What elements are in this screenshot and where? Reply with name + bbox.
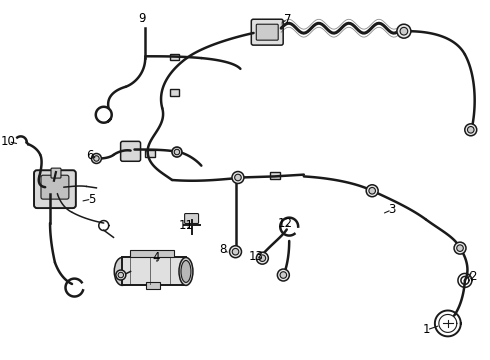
Circle shape [366,185,378,197]
FancyBboxPatch shape [251,19,283,45]
Circle shape [400,27,408,35]
Circle shape [467,126,474,133]
Circle shape [465,124,477,136]
Circle shape [229,246,242,258]
Bar [170,89,179,96]
Circle shape [118,272,123,278]
Bar [270,172,279,179]
Circle shape [256,252,269,264]
Text: 7: 7 [284,13,292,26]
FancyBboxPatch shape [34,170,76,208]
Text: 1: 1 [423,323,431,336]
Circle shape [457,245,464,251]
Ellipse shape [181,261,191,282]
Circle shape [116,270,126,280]
Text: 13: 13 [248,249,264,262]
Circle shape [92,153,101,163]
FancyBboxPatch shape [51,168,61,178]
Bar [146,282,160,289]
Text: 8: 8 [220,243,227,256]
Text: 3: 3 [388,203,395,216]
Ellipse shape [179,257,193,285]
Circle shape [232,171,244,184]
Circle shape [397,24,411,38]
Bar [130,249,174,257]
Circle shape [174,149,180,155]
Text: 4: 4 [153,251,160,264]
Circle shape [454,242,466,254]
Text: 12: 12 [278,216,293,230]
Text: 2: 2 [469,270,476,283]
Circle shape [232,248,239,255]
Circle shape [172,147,182,157]
Circle shape [235,174,241,181]
FancyBboxPatch shape [121,141,141,161]
Circle shape [259,255,266,261]
Bar [122,257,186,285]
Ellipse shape [114,257,130,285]
Circle shape [94,156,99,161]
FancyBboxPatch shape [41,175,69,199]
FancyBboxPatch shape [185,213,198,224]
Bar [170,54,179,60]
Text: 11: 11 [178,219,193,232]
Text: 10: 10 [1,135,16,148]
FancyBboxPatch shape [256,24,278,40]
Text: 9: 9 [139,12,146,25]
Circle shape [280,272,287,278]
Circle shape [369,188,375,194]
Bar [145,150,155,157]
Text: 5: 5 [88,193,95,206]
Text: 6: 6 [86,149,94,162]
Circle shape [277,269,289,281]
